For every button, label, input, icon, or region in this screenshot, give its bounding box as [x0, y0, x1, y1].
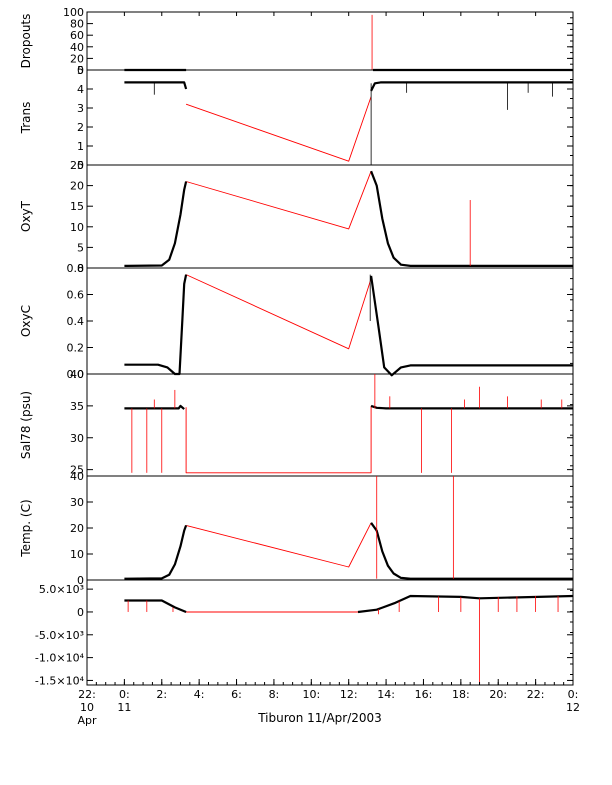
y-tick-label: 5 [77, 241, 84, 254]
y-axis-label: Trans [19, 102, 33, 135]
y-tick-label: 15 [70, 200, 84, 213]
series-line [185, 405, 372, 474]
panel-frame [86, 11, 574, 71]
y-tick-label: 0.8 [67, 262, 85, 275]
x-tick-label: 6: [231, 688, 242, 701]
x-tick-label: 11 [117, 701, 131, 714]
panel-frame [86, 164, 574, 269]
series-line [124, 525, 188, 580]
y-axis-label: Dropouts [19, 14, 33, 69]
panel-frame [86, 475, 574, 581]
y-tick-label: 20 [70, 522, 84, 535]
x-tick-label: 8: [269, 688, 280, 701]
y-tick-label: 0 [77, 606, 84, 619]
chart-caption: Tiburon 11/Apr/2003 [257, 711, 382, 725]
y-tick-label: -1.5×10⁴ [35, 674, 85, 687]
x-tick-label: 10: [302, 688, 320, 701]
panel-3: 0.0 0.2 0.4 0.6 0.8 OxyC [19, 262, 574, 381]
series-line [124, 599, 187, 614]
y-tick-label: 40 [70, 470, 84, 483]
x-tick-label: 2: [156, 688, 167, 701]
y-tick-label: 3 [77, 102, 84, 115]
y-tick-label: -1.0×10⁴ [35, 652, 85, 665]
y-tick-label: 60 [70, 29, 84, 42]
series-line [124, 274, 188, 376]
y-tick-label: 0 [77, 574, 84, 587]
x-tick-label: 22: [78, 688, 96, 701]
panel-frame [86, 267, 574, 375]
x-tick-label: 12 [566, 701, 580, 714]
series-line [370, 170, 573, 267]
y-tick-label: 10 [70, 548, 84, 561]
y-tick-label: 0 [77, 64, 84, 77]
y-tick-label: 25 [70, 464, 84, 477]
y-axis-label: Sal78 (psu) [19, 391, 33, 459]
series-line [370, 81, 573, 92]
panel-frame [86, 579, 574, 686]
y-tick-label: 0.0 [67, 368, 85, 381]
chart-panels: 020406080100Dropouts012345Trans051015202… [19, 6, 574, 687]
y-tick-label: 0.2 [67, 342, 85, 355]
y-tick-label: 4 [77, 83, 84, 96]
panel-2: 0 5 10 15 20 25 OxyT [19, 159, 574, 275]
x-tick-label: 10 [80, 701, 94, 714]
series-line [185, 274, 372, 350]
x-tick-label: 4: [194, 688, 205, 701]
y-tick-label: 2 [77, 121, 84, 134]
series-line [370, 275, 573, 377]
series-line [124, 181, 188, 267]
y-tick-label: 80 [70, 18, 84, 31]
panel-1: 0 1 2 3 4 5 Trans [19, 64, 574, 172]
series-line [370, 522, 573, 580]
y-tick-label: 0.4 [67, 315, 85, 328]
series-line [185, 171, 372, 230]
panel-4: 25 30 35 40 Sal78 (psu) [19, 368, 574, 477]
x-tick-label: 12: [340, 688, 358, 701]
series-line [357, 594, 574, 614]
y-tick-label: 5 [77, 64, 84, 77]
y-tick-label: 40 [70, 368, 84, 381]
series-line [370, 404, 573, 410]
y-tick-label: 0 [77, 262, 84, 275]
y-tick-label: 1 [77, 140, 84, 153]
y-tick-label: 20 [70, 52, 84, 65]
panel-6: 5.0×10³ 0 -5.0×10³ -1.0×10⁴ -1.5×10⁴ [35, 579, 574, 687]
y-tick-label: 25 [70, 159, 84, 172]
y-tick-label: 35 [70, 400, 84, 413]
panel-frame [86, 69, 574, 166]
x-tick-label: 0: [568, 688, 579, 701]
x-tick-label: 22: [527, 688, 545, 701]
x-tick-label: 18: [452, 688, 470, 701]
y-tick-label: 10 [70, 221, 84, 234]
panel-frame [86, 373, 574, 477]
series-line [124, 404, 185, 410]
y-axis-label: OxyC [19, 305, 33, 337]
y-tick-label: 30 [70, 496, 84, 509]
x-tick-label: 0: [119, 688, 130, 701]
y-tick-label: 0.6 [67, 289, 85, 302]
series-line [124, 81, 188, 90]
y-tick-label: 40 [70, 41, 84, 54]
x-tick-label: Apr [77, 714, 97, 727]
y-tick-label: 5.0×10³ [39, 583, 84, 596]
panel-5: 0 10 20 30 40 Temp. (C) [19, 470, 574, 587]
x-tick-label: 14: [377, 688, 395, 701]
y-axis-label: OxyT [19, 200, 33, 232]
y-tick-label: 0 [77, 159, 84, 172]
y-tick-label: 30 [70, 432, 84, 445]
series-line [185, 96, 372, 162]
x-tick-label: 20: [489, 688, 507, 701]
x-tick-label: 16: [415, 688, 433, 701]
series-line [185, 522, 372, 568]
y-tick-label: 100 [63, 6, 84, 19]
y-axis-label: Temp. (C) [19, 499, 33, 557]
y-tick-label: -5.0×10³ [35, 629, 84, 642]
y-tick-label: 20 [70, 180, 84, 193]
